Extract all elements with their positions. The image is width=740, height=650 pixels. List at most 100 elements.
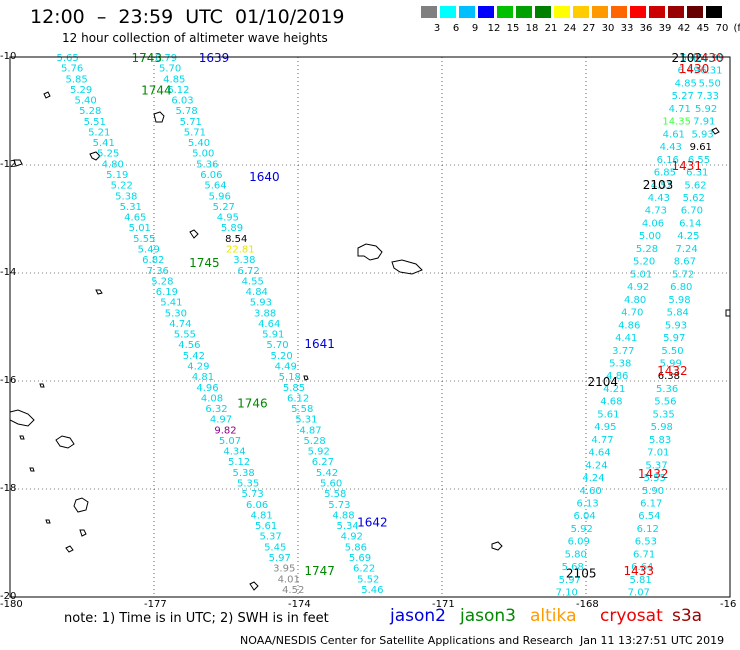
- scale-swatch: [611, 6, 627, 18]
- scale-label: 24: [563, 23, 577, 34]
- track-pass-label: 1432: [657, 364, 688, 378]
- lon-tick-label: -168: [576, 599, 599, 610]
- island-outline: [9, 409, 35, 427]
- wave-height-value: 4.81: [250, 510, 272, 521]
- wave-height-value: 14.35: [662, 117, 691, 128]
- wave-height-value: 5.72: [672, 269, 694, 280]
- wave-height-value: 5.18: [279, 372, 301, 383]
- scale-swatch: [687, 6, 703, 18]
- wave-height-value: 4.24: [582, 473, 604, 484]
- island-outline: [55, 435, 75, 449]
- wave-height-value: 5.61: [597, 409, 619, 420]
- island-outline: [711, 127, 720, 135]
- scale-swatch: [535, 6, 551, 18]
- legend-cryosat: cryosat: [600, 606, 663, 626]
- track-pass-label: 1432: [638, 467, 669, 481]
- coastline-islands: [9, 91, 731, 591]
- wave-height-value: 5.91: [262, 330, 284, 341]
- wave-height-value: 5.50: [661, 346, 683, 357]
- wave-height-value: 9.61: [690, 142, 712, 153]
- island-outline: [153, 111, 165, 123]
- wave-height-value: 4.64: [258, 319, 280, 330]
- island-outline: [45, 519, 51, 524]
- wave-height-value: 5.28: [151, 276, 173, 287]
- island-outline: [391, 259, 423, 275]
- track-pass-label: 1433: [624, 564, 655, 578]
- wave-height-value: 5.99: [660, 359, 682, 370]
- wave-height-value: 4.29: [187, 362, 209, 373]
- track-pass-label: 1747: [304, 564, 335, 578]
- wave-height-value: 5.80: [565, 549, 587, 560]
- wave-height-value: 5.93: [250, 298, 272, 309]
- wave-height-value: 6.27: [312, 457, 334, 468]
- wave-height-value: 5.20: [270, 351, 292, 362]
- island-outline: [19, 435, 25, 440]
- wave-height-value: 4.81: [192, 372, 214, 383]
- wave-height-value: 6.06: [246, 500, 268, 511]
- wave-height-value: 6.04: [573, 511, 595, 522]
- wave-height-value: 5.21: [88, 128, 110, 139]
- wave-height-value: 3.95: [273, 564, 295, 575]
- island-outline: [725, 309, 731, 317]
- wave-height-value: 5.41: [160, 298, 182, 309]
- track-pass-label: 1640: [249, 170, 280, 184]
- scale-label: 70: [715, 23, 729, 34]
- lat-tick-label: -20: [0, 591, 17, 602]
- scale-label: 33: [620, 23, 634, 34]
- scale-swatch: [459, 6, 475, 18]
- island-outline: [491, 541, 503, 551]
- lat-tick-label: -12: [0, 159, 17, 170]
- wave-height-value: 6.14: [679, 219, 701, 230]
- wave-height-value: 5.42: [316, 468, 338, 479]
- scale-label: (ft): [733, 23, 740, 34]
- track-pass-label: 2104: [588, 375, 619, 389]
- wave-height-value: 5.37: [259, 532, 281, 543]
- wave-height-value: 6.31: [686, 168, 708, 179]
- wave-height-value: 5.22: [111, 181, 133, 192]
- wave-height-value: 4.92: [627, 282, 649, 293]
- footer-note: note: 1) Time is in UTC; 2) SWH is in fe…: [64, 611, 329, 626]
- wave-height-value: 4.52: [651, 180, 673, 191]
- wave-height-value: 9.82: [214, 425, 236, 436]
- wave-height-value: 4.80: [102, 159, 124, 170]
- scale-label: 30: [601, 23, 615, 34]
- legend-jason2: jason2: [390, 606, 446, 626]
- scale-swatch: [440, 6, 456, 18]
- wave-height-value: 8.67: [674, 257, 696, 268]
- track-pass-label: 1642: [357, 515, 388, 529]
- wave-height-value: 5.81: [629, 575, 651, 586]
- wave-height-value: 5.01: [630, 269, 652, 280]
- scale-label: 18: [525, 23, 539, 34]
- wave-height-value: 4.86: [606, 371, 628, 382]
- wave-height-value: 3.77: [612, 346, 634, 357]
- lon-tick-label: -174: [288, 599, 311, 610]
- wave-height-value: 5.30: [165, 308, 187, 319]
- wave-height-value: 6.54: [638, 511, 660, 522]
- wave-height-value: 5.34: [336, 521, 358, 532]
- wave-height-value: 5.28: [79, 106, 101, 117]
- wave-height-value: 3.88: [254, 308, 276, 319]
- wave-height-value: 5.71: [184, 128, 206, 139]
- wave-height-value: 4.92: [341, 532, 363, 543]
- wave-height-value: 7.01: [647, 448, 669, 459]
- wave-height-value: 4.01: [278, 574, 300, 585]
- wave-height-value: 6.12: [287, 393, 309, 404]
- scale-label: 3: [433, 23, 441, 34]
- wave-height-value: 4.70: [621, 308, 643, 319]
- wave-height-value: 5.98: [651, 422, 673, 433]
- wave-height-value: 5.93: [691, 129, 713, 140]
- wave-height-value: 5.50: [699, 79, 721, 90]
- wave-height-value: 4.08: [201, 393, 223, 404]
- island-outline: [95, 289, 103, 295]
- wave-height-value: 5.85: [283, 383, 305, 394]
- wave-height-value: 6.12: [167, 85, 189, 96]
- island-outline: [357, 243, 383, 261]
- scale-label: 6: [452, 23, 460, 34]
- wave-height-value: 5.89: [221, 223, 243, 234]
- wave-height-value: 4.77: [591, 435, 613, 446]
- wave-height-value: 6.16: [657, 155, 679, 166]
- wave-height-value: 5.01: [129, 223, 151, 234]
- wave-height-value: 5.12: [228, 457, 250, 468]
- wave-height-value: 4.96: [196, 383, 218, 394]
- wave-height-value: 4.25: [677, 231, 699, 242]
